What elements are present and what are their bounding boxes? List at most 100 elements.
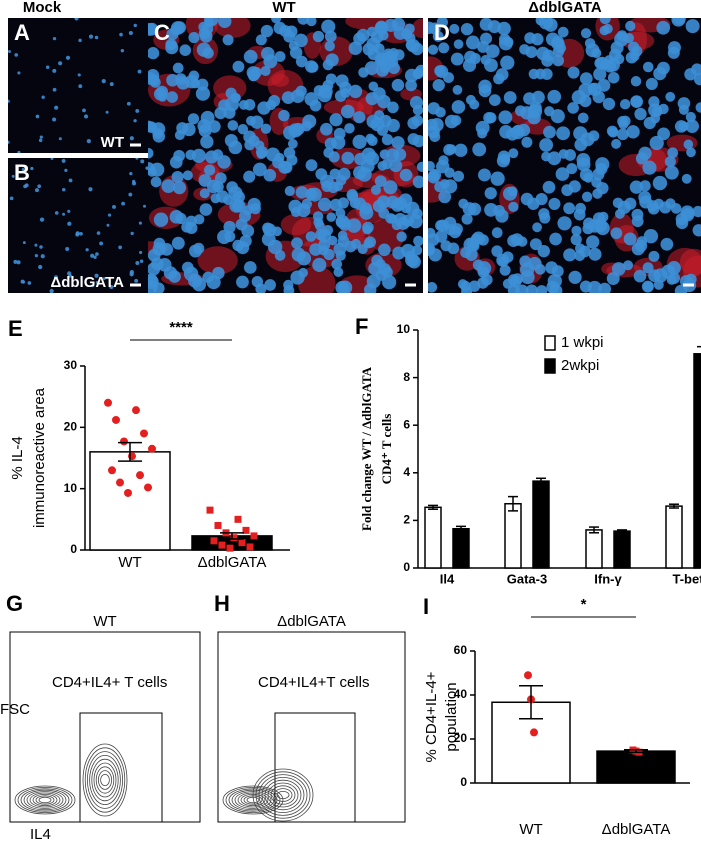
nucleus	[579, 245, 591, 258]
nucleus	[320, 122, 333, 136]
nucleus	[339, 81, 352, 94]
nucleus	[611, 138, 622, 149]
nucleus	[440, 240, 452, 252]
nucleus	[198, 27, 211, 40]
nucleus	[536, 285, 548, 293]
data-point	[230, 534, 238, 542]
nucleus	[228, 140, 243, 155]
x-tick-label: ΔdblGATA	[602, 821, 671, 838]
bar	[665, 505, 683, 569]
nucleus	[377, 94, 391, 109]
nucleus	[664, 156, 676, 168]
nucleus	[477, 234, 489, 246]
nucleus	[337, 280, 353, 293]
micrograph-content	[8, 18, 142, 153]
nucleus	[156, 85, 169, 98]
nucleus	[244, 139, 256, 151]
nucleus	[344, 123, 355, 134]
nucleus	[503, 91, 517, 104]
nucleus	[296, 251, 312, 266]
nucleus	[105, 110, 109, 114]
nucleus	[535, 68, 546, 80]
nucleus	[120, 48, 125, 53]
legend-swatch	[544, 335, 556, 351]
nucleus	[484, 203, 498, 217]
nucleus	[660, 237, 674, 251]
contour	[252, 768, 314, 822]
nucleus	[375, 63, 390, 77]
contour	[243, 795, 263, 805]
nucleus	[568, 270, 582, 284]
nucleus	[515, 284, 529, 293]
nucleus	[413, 235, 423, 247]
nucleus	[358, 67, 369, 78]
nucleus	[372, 199, 386, 213]
contour	[38, 796, 52, 804]
nucleus	[685, 273, 697, 286]
nucleus	[483, 111, 496, 124]
nucleus	[370, 184, 382, 195]
nucleus	[291, 237, 303, 250]
nucleus	[145, 166, 148, 170]
nucleus	[8, 140, 10, 144]
nucleus	[438, 190, 452, 204]
nucleus	[378, 243, 391, 257]
nucleus	[374, 52, 390, 68]
nucleus	[75, 232, 80, 237]
nucleus	[175, 212, 187, 225]
contour	[261, 777, 305, 814]
nucleus	[635, 152, 649, 165]
panel-letter: I	[423, 594, 429, 619]
y-axis-label: % CD4+IL-4+	[423, 671, 440, 762]
nucleus	[499, 125, 513, 139]
nucleus	[64, 168, 68, 172]
nucleus	[83, 114, 89, 119]
nucleus	[465, 248, 478, 262]
nucleus	[472, 142, 487, 157]
nucleus	[404, 23, 415, 34]
nucleus	[529, 101, 542, 114]
nucleus	[212, 266, 225, 280]
contour	[17, 787, 73, 814]
nucleus	[357, 167, 372, 182]
nucleus	[217, 18, 232, 28]
data-point	[108, 466, 116, 475]
nucleus	[375, 20, 388, 34]
nucleus	[356, 28, 370, 42]
nucleus	[521, 136, 533, 148]
nucleus	[486, 44, 500, 58]
nucleus	[88, 34, 94, 39]
nucleus	[52, 68, 57, 73]
bar	[693, 353, 701, 569]
nucleus	[9, 196, 14, 201]
nucleus	[129, 171, 133, 176]
nucleus	[255, 34, 267, 46]
nucleus	[365, 151, 380, 166]
nucleus	[556, 126, 571, 141]
nucleus	[368, 81, 379, 92]
y-tick-label: 10	[64, 481, 78, 495]
nucleus	[313, 85, 325, 96]
nucleus	[685, 19, 700, 34]
nucleus	[8, 50, 11, 54]
nucleus	[23, 184, 27, 189]
nucleus	[99, 241, 104, 246]
nucleus	[294, 33, 308, 48]
nucleus	[386, 118, 400, 133]
nucleus	[391, 78, 405, 92]
nucleus	[428, 244, 435, 256]
nucleus	[416, 161, 423, 172]
micrograph	[8, 158, 148, 293]
nucleus	[41, 95, 45, 99]
nucleus	[204, 164, 216, 176]
nucleus	[652, 175, 668, 191]
nucleus	[305, 159, 318, 172]
nucleus	[337, 235, 350, 248]
nucleus	[200, 135, 214, 149]
data-point	[524, 671, 532, 680]
stain	[412, 18, 423, 38]
nucleus	[283, 30, 296, 43]
x-tick-label: WT	[118, 554, 141, 571]
panel-letter: D	[434, 20, 450, 45]
